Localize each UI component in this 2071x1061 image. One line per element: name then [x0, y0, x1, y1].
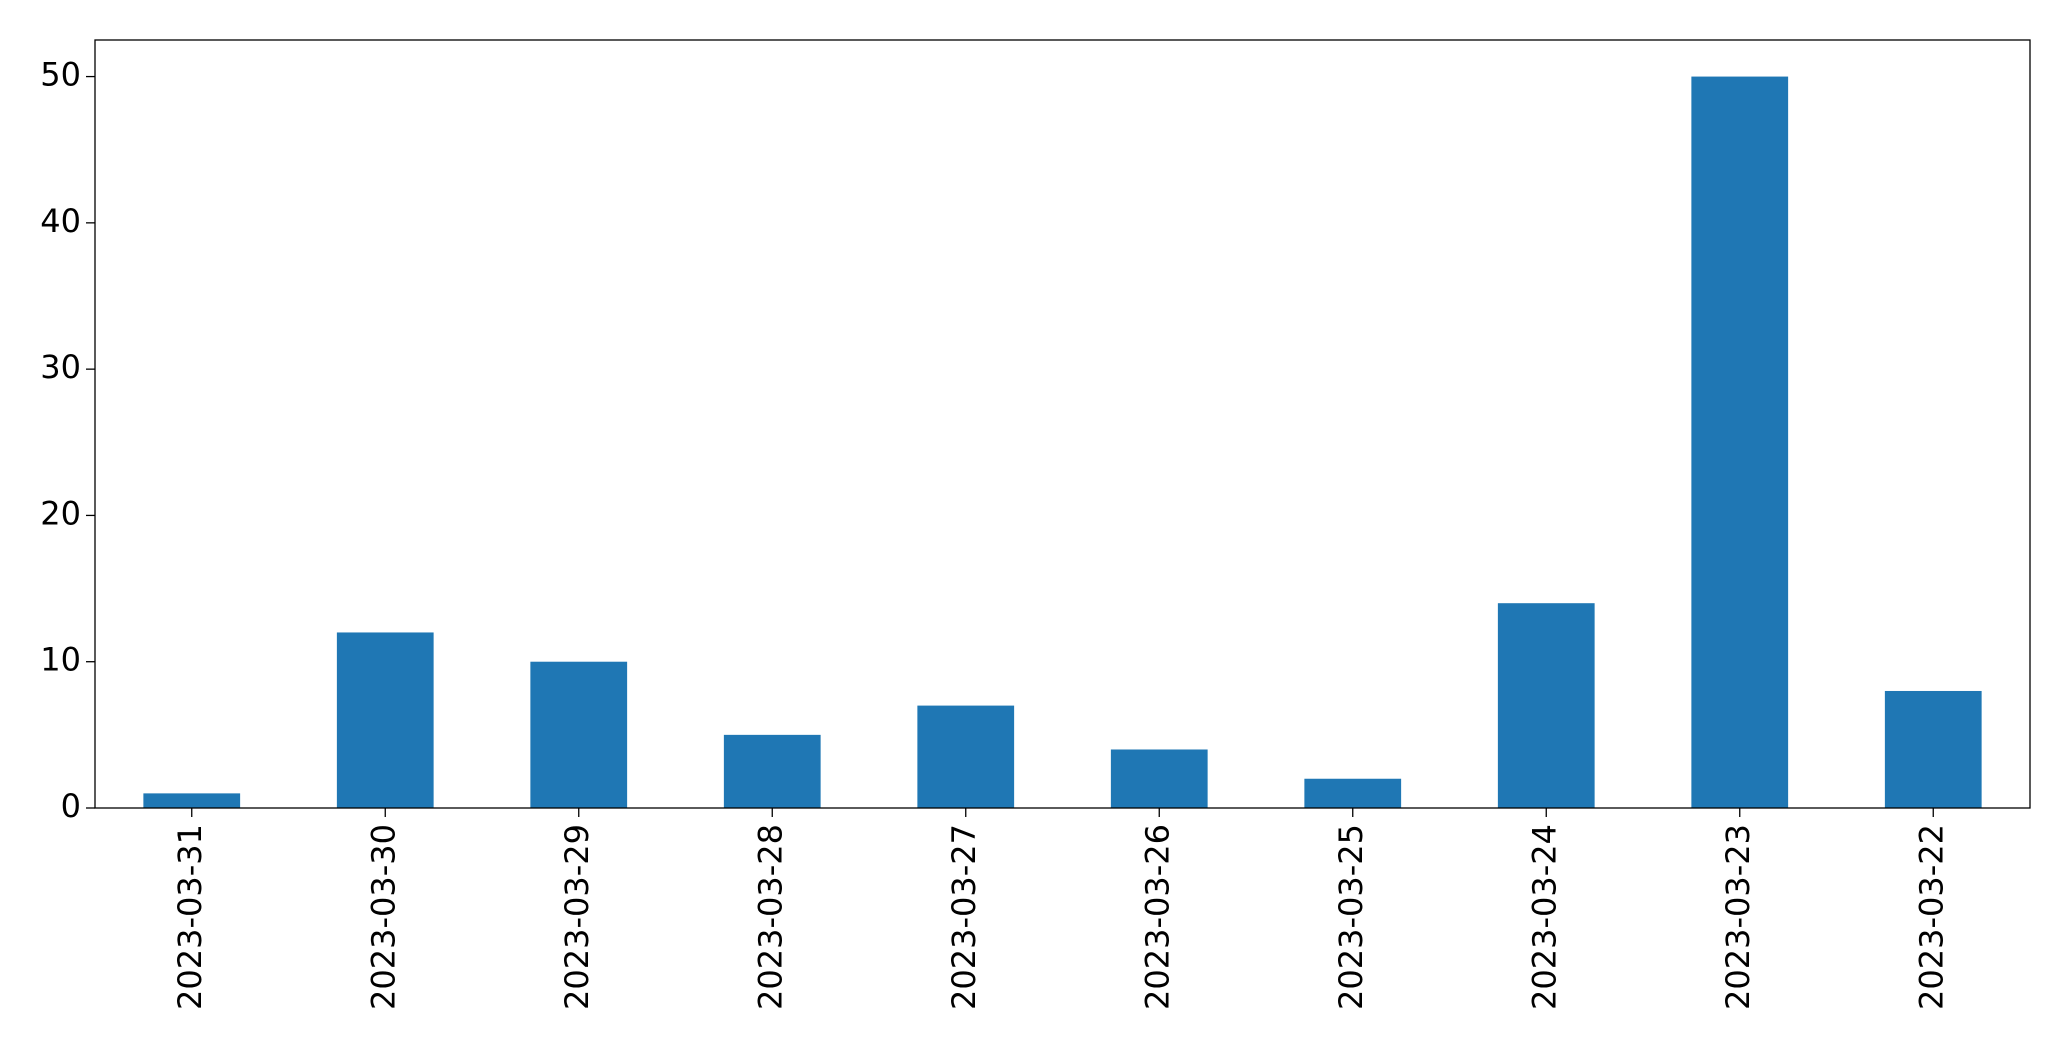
bar — [1497, 603, 1595, 808]
x-tick-label: 2023-03-28 — [751, 824, 789, 1010]
bar — [1691, 76, 1789, 809]
bar — [530, 661, 628, 808]
y-tick-label: 0 — [61, 787, 81, 825]
y-tick-label: 50 — [40, 56, 81, 94]
y-tick-label: 20 — [40, 494, 81, 532]
y-tick-label: 30 — [40, 348, 81, 386]
x-tick-label: 2023-03-31 — [171, 824, 209, 1010]
bar — [143, 793, 241, 808]
plot-frame — [94, 39, 2031, 809]
x-tick-label: 2023-03-30 — [364, 824, 402, 1010]
bar — [1110, 749, 1208, 808]
bar — [1884, 690, 1982, 808]
x-tick-label: 2023-03-26 — [1138, 824, 1176, 1010]
bar — [336, 632, 434, 808]
x-tick-label: 2023-03-27 — [945, 824, 983, 1010]
y-tick-label: 40 — [40, 202, 81, 240]
x-tick-label: 2023-03-23 — [1719, 824, 1757, 1010]
x-tick-label: 2023-03-29 — [558, 824, 596, 1010]
y-tick-label: 10 — [40, 641, 81, 679]
bar — [723, 734, 821, 808]
x-tick-label: 2023-03-22 — [1912, 824, 1950, 1010]
x-tick-label: 2023-03-24 — [1525, 824, 1563, 1010]
bar — [1304, 778, 1402, 808]
x-tick-label: 2023-03-25 — [1332, 824, 1370, 1010]
bar — [917, 705, 1015, 808]
